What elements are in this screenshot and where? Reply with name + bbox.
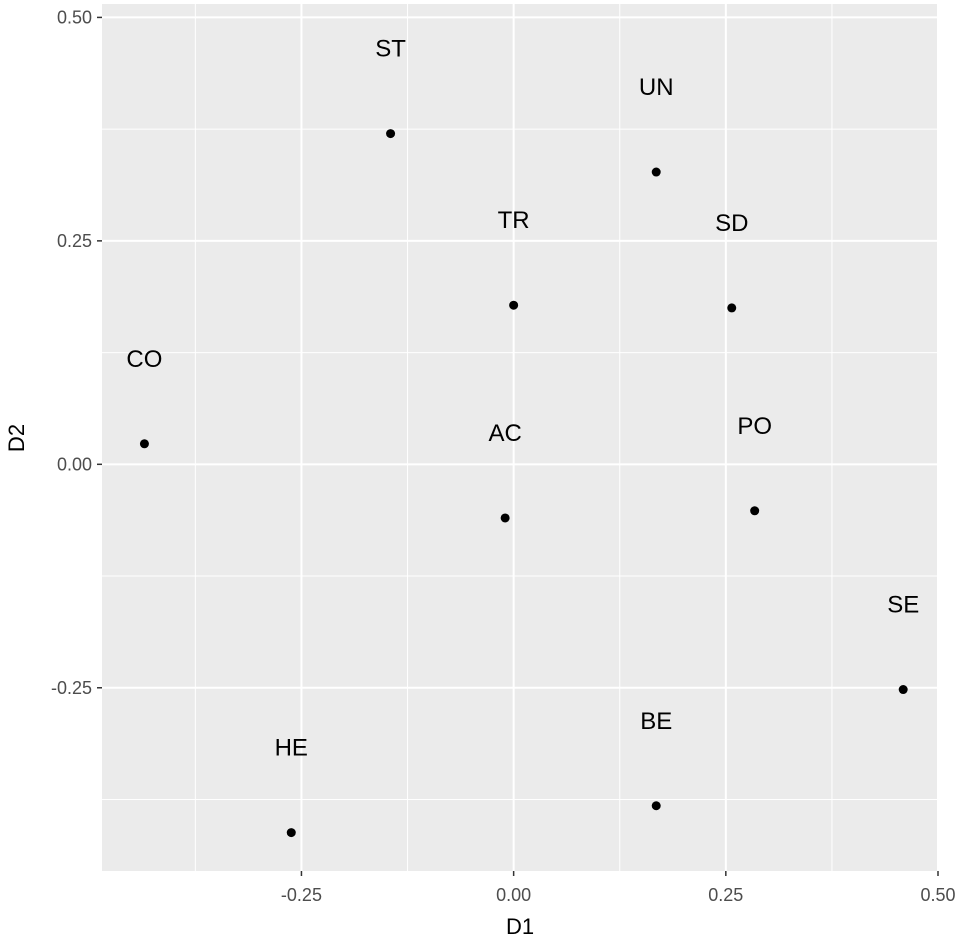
data-point-se [898, 685, 908, 695]
data-point-sd [727, 303, 737, 313]
data-point-st [386, 129, 396, 139]
x-tick-label: 0.50 [920, 885, 955, 905]
data-point-label: AC [488, 420, 521, 447]
data-point-label: UN [639, 74, 674, 101]
data-points: ST UN TR SD CO AC PO SE BE HE [126, 36, 919, 838]
axis-ticks: -0.25 0.00 0.25 0.50 -0.25 0.00 0.25 0.50 [51, 7, 956, 905]
data-point-be [651, 801, 661, 811]
x-tick-label: 0.25 [708, 885, 743, 905]
data-point-po [750, 506, 760, 516]
y-tick-label: 0.00 [57, 454, 92, 474]
data-point-label: ST [375, 36, 406, 63]
data-point-un [651, 167, 661, 177]
y-tick-label: 0.25 [57, 231, 92, 251]
data-point-label: CO [126, 346, 162, 373]
data-point-label: PO [737, 413, 772, 440]
x-axis-title: D1 [506, 914, 534, 939]
data-point-ac [500, 513, 510, 523]
data-point-co [139, 439, 149, 449]
data-point-label: BE [640, 708, 672, 735]
data-point-tr [509, 300, 519, 310]
y-tick-label: -0.25 [51, 678, 92, 698]
data-point-label: SE [887, 592, 919, 619]
y-tick-label: 0.50 [57, 7, 92, 27]
y-axis-title: D2 [4, 424, 29, 452]
data-point-he [286, 828, 296, 838]
minor-gridlines [102, 4, 938, 871]
major-gridlines [102, 4, 939, 871]
data-point-label: HE [275, 735, 308, 762]
plot-panel [102, 4, 938, 871]
data-point-label: SD [715, 210, 748, 237]
x-tick-label: -0.25 [281, 885, 322, 905]
x-tick-label: 0.00 [496, 885, 531, 905]
data-point-label: TR [498, 207, 530, 234]
